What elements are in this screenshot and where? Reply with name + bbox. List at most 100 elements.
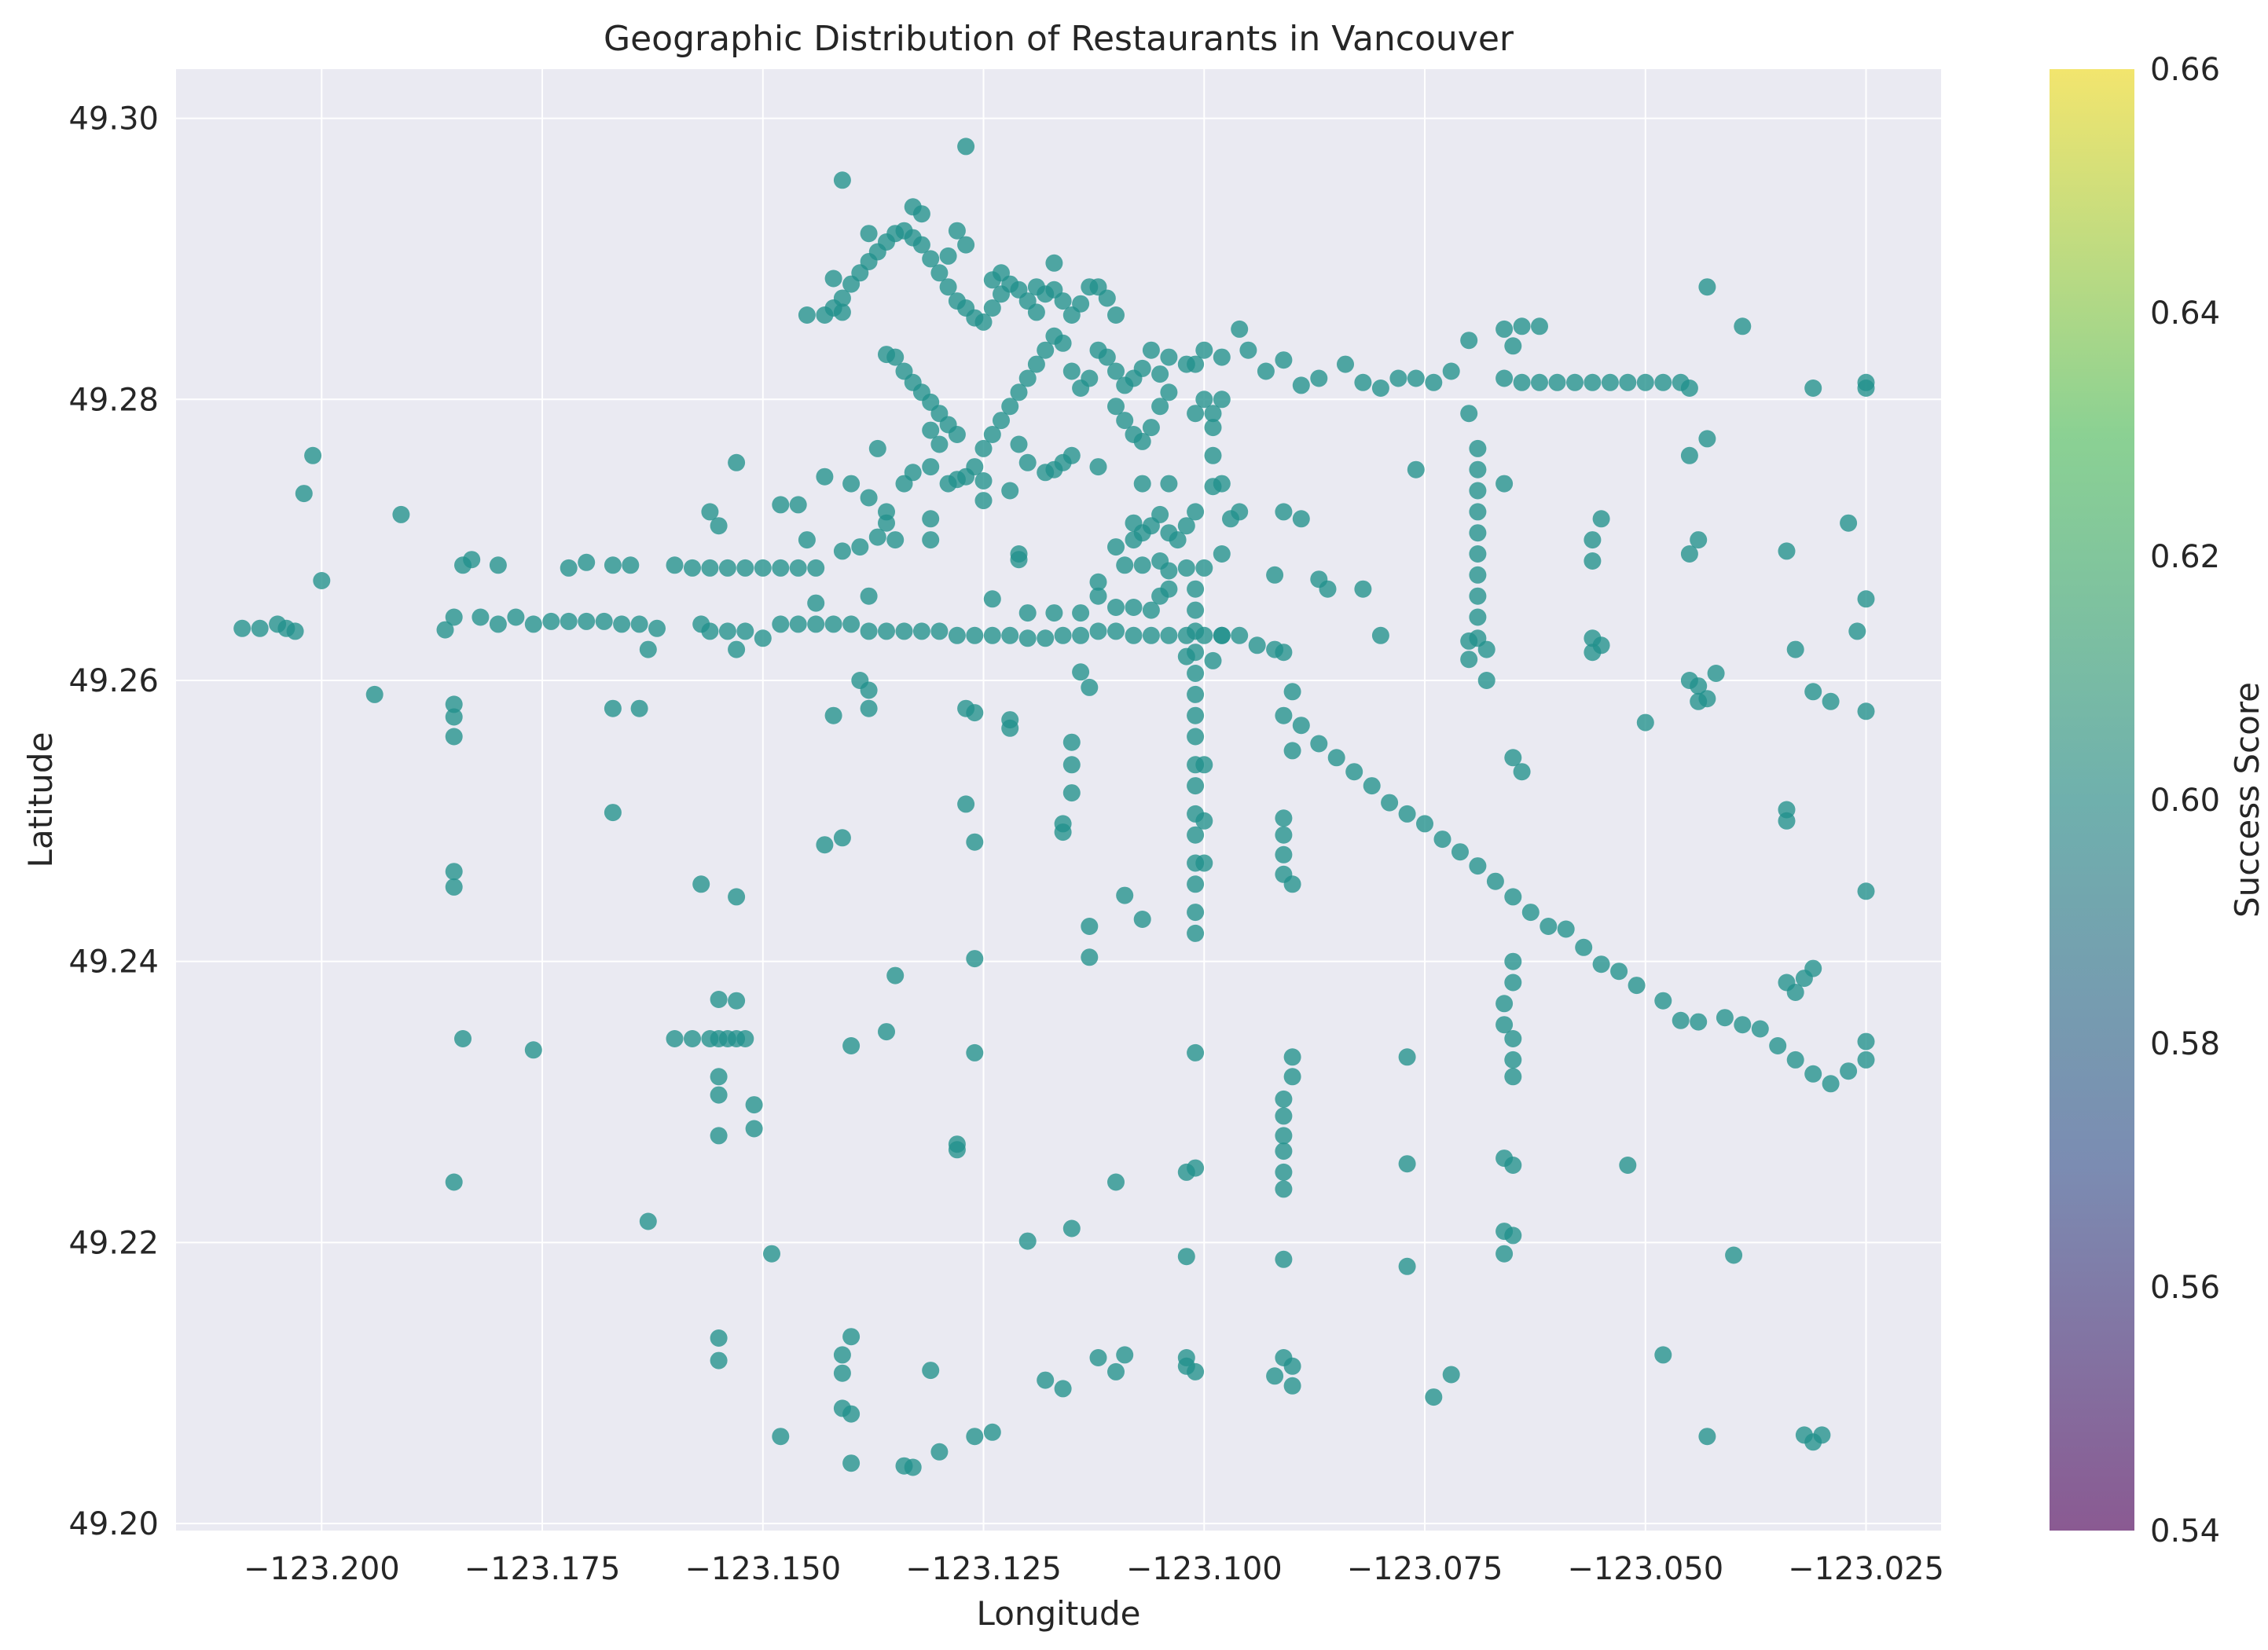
- data-point: [684, 1030, 701, 1047]
- data-point: [1407, 460, 1425, 478]
- data-point: [842, 1454, 861, 1472]
- data-point: [912, 622, 930, 640]
- data-point: [878, 622, 895, 640]
- data-point: [1010, 435, 1028, 453]
- data-point: [1857, 1032, 1875, 1050]
- data-point: [1575, 938, 1593, 956]
- data-point: [1690, 677, 1708, 695]
- data-point: [789, 615, 807, 633]
- data-point: [1001, 482, 1019, 500]
- data-point: [1504, 749, 1522, 767]
- data-point: [1275, 351, 1293, 369]
- data-point: [974, 492, 993, 510]
- data-point: [1062, 362, 1081, 380]
- data-point: [948, 426, 966, 443]
- data-point: [1089, 573, 1107, 591]
- data-point: [868, 439, 886, 457]
- data-point: [1062, 733, 1081, 751]
- data-point: [798, 531, 816, 549]
- data-point: [851, 672, 869, 689]
- data-point: [860, 225, 878, 243]
- data-point: [895, 475, 913, 493]
- data-point: [1654, 992, 1672, 1010]
- data-point: [1213, 348, 1231, 366]
- data-point: [1081, 948, 1099, 966]
- data-point: [1045, 604, 1063, 622]
- data-point: [1072, 604, 1090, 622]
- data-point: [922, 458, 940, 476]
- data-point: [1089, 458, 1107, 476]
- data-point: [1133, 556, 1151, 574]
- colorbar-tick-label: 0.58: [2150, 1026, 2220, 1062]
- y-axis-label: Latitude: [21, 732, 60, 868]
- data-point: [1672, 1011, 1690, 1029]
- data-point: [1204, 446, 1222, 464]
- data-point: [1495, 320, 1514, 338]
- data-point: [1319, 580, 1337, 598]
- data-point: [1001, 398, 1019, 416]
- data-point: [1822, 1075, 1840, 1093]
- data-point: [1160, 562, 1178, 580]
- data-point: [728, 888, 746, 906]
- data-point: [1275, 809, 1293, 827]
- data-point: [886, 966, 905, 984]
- colorbar-tick-label: 0.64: [2150, 295, 2220, 332]
- data-point: [1804, 683, 1822, 701]
- data-point: [630, 699, 648, 717]
- data-point: [1857, 590, 1875, 608]
- data-point: [1354, 373, 1372, 391]
- data-point: [1116, 376, 1134, 394]
- data-point: [1187, 503, 1205, 521]
- data-point: [1125, 531, 1143, 549]
- data-point: [922, 1362, 940, 1380]
- data-point: [1187, 728, 1205, 746]
- data-point: [1398, 805, 1416, 823]
- data-point: [1504, 1050, 1522, 1069]
- data-point: [1151, 505, 1169, 523]
- data-point: [1371, 380, 1389, 397]
- data-point: [1177, 517, 1195, 535]
- data-point: [1725, 1246, 1743, 1264]
- data-point: [1045, 327, 1063, 345]
- data-point: [1495, 995, 1514, 1013]
- data-point: [1857, 1050, 1875, 1069]
- data-point: [1716, 1009, 1734, 1027]
- data-point: [560, 559, 578, 577]
- data-point: [1275, 826, 1293, 844]
- data-point: [1177, 355, 1195, 373]
- data-point: [1283, 1068, 1301, 1086]
- data-point: [1062, 756, 1081, 774]
- data-point: [1592, 955, 1610, 974]
- data-point: [1142, 341, 1160, 359]
- data-point: [842, 275, 861, 293]
- data-point: [313, 572, 331, 589]
- data-point: [1425, 373, 1443, 391]
- data-point: [1584, 373, 1602, 391]
- x-tick-label: −123.100: [1126, 1551, 1283, 1587]
- data-point: [1089, 622, 1107, 640]
- data-point: [1469, 439, 1487, 457]
- data-point: [1531, 373, 1548, 391]
- data-point: [1062, 446, 1081, 464]
- data-point: [1477, 672, 1495, 689]
- data-point: [1504, 337, 1522, 355]
- data-point: [948, 292, 966, 310]
- data-point: [1469, 524, 1487, 542]
- data-point: [930, 1443, 949, 1461]
- data-point: [445, 608, 463, 626]
- data-point: [948, 471, 966, 489]
- data-point: [1187, 601, 1205, 619]
- data-point: [1072, 380, 1090, 397]
- data-point: [1822, 692, 1840, 710]
- data-point: [728, 992, 746, 1010]
- data-point: [1619, 373, 1637, 391]
- data-point: [392, 505, 410, 523]
- data-point: [966, 1428, 984, 1446]
- x-tick-label: −123.175: [464, 1551, 621, 1587]
- data-point: [1054, 815, 1072, 833]
- x-tick-label: −123.200: [244, 1551, 400, 1587]
- data-point: [1698, 430, 1716, 448]
- data-point: [710, 1127, 728, 1145]
- data-point: [983, 590, 1001, 608]
